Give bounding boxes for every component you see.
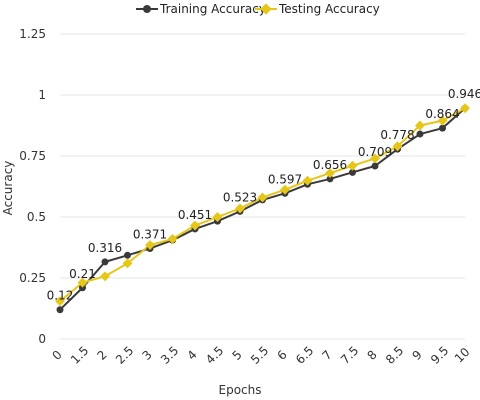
- testing-accuracy-point[interactable]: [167, 234, 178, 244]
- data-label: 0.597: [268, 172, 302, 186]
- data-label: 0.316: [88, 241, 122, 255]
- data-label: 0.12: [47, 289, 74, 303]
- training-accuracy-point[interactable]: [349, 168, 356, 176]
- legend-training-marker: [143, 5, 151, 13]
- testing-accuracy-point[interactable]: [100, 271, 110, 282]
- x-tick-label: 8: [365, 348, 380, 363]
- training-accuracy-point[interactable]: [416, 130, 424, 138]
- legend-item-training[interactable]: Training Accuracy: [136, 2, 266, 16]
- data-label: 0.709: [358, 145, 392, 159]
- data-label: 0.656: [313, 158, 347, 172]
- x-tick-label: 5.5: [248, 343, 271, 366]
- x-axis-ticks: 0 1.5 2 2.5 3 3.5 4 4.5 5 5.5 6 6.5 7 7.5 8 8.5 9 9.5 10: [50, 343, 473, 366]
- x-tick-label: 3.5: [158, 343, 181, 366]
- testing-accuracy-point[interactable]: [212, 212, 223, 222]
- x-tick-label: 3: [140, 348, 155, 363]
- series-layer: [55, 103, 470, 314]
- x-tick-label: 1.5: [68, 343, 91, 366]
- testing-accuracy-point[interactable]: [280, 184, 290, 195]
- data-label: 0.371: [133, 227, 167, 241]
- testing-accuracy-point[interactable]: [145, 240, 155, 251]
- testing-accuracy-point[interactable]: [235, 203, 245, 214]
- y-axis-title: Accuracy: [1, 161, 15, 216]
- x-tick-label: 9.5: [428, 343, 451, 366]
- y-tick-label: 1.25: [19, 27, 46, 41]
- testing-accuracy-point[interactable]: [302, 175, 313, 186]
- y-tick-label: 0: [38, 332, 46, 346]
- training-accuracy-point[interactable]: [326, 175, 334, 183]
- x-tick-label: 9: [410, 348, 425, 363]
- testing-accuracy-point[interactable]: [325, 168, 335, 179]
- x-tick-label: 2: [95, 348, 110, 363]
- x-tick-label: 4.5: [203, 343, 226, 366]
- data-labels-layer: 0.12 0.21 0.316 0.371 0.451 0.523 0.597 0.656 0.…: [47, 87, 480, 303]
- grid-layer: [60, 33, 465, 340]
- legend: Training Accuracy Testing Accuracy: [136, 2, 380, 16]
- data-label: 0.523: [223, 190, 257, 204]
- x-tick-label: 0: [50, 348, 65, 363]
- y-axis-ticks: 0 0.25 0.5 0.75 1 1.25: [19, 27, 46, 346]
- data-label: 0.778: [380, 128, 414, 142]
- x-tick-label: 6: [275, 348, 290, 363]
- x-tick-label: 7.5: [338, 343, 361, 366]
- legend-training-label: Training Accuracy: [159, 2, 266, 16]
- x-tick-label: 6.5: [293, 343, 316, 366]
- y-tick-label: 0.25: [19, 271, 46, 285]
- x-axis-title: Epochs: [219, 383, 262, 397]
- legend-testing-label: Testing Accuracy: [278, 2, 380, 16]
- y-tick-label: 1: [38, 88, 46, 102]
- y-tick-label: 0.75: [19, 149, 46, 163]
- training-accuracy-point[interactable]: [56, 306, 64, 314]
- x-tick-label: 4: [185, 348, 200, 363]
- training-accuracy-point[interactable]: [439, 124, 446, 132]
- x-tick-label: 5: [230, 348, 245, 363]
- data-label: 0.21: [69, 267, 96, 281]
- testing-accuracy-point[interactable]: [392, 141, 403, 152]
- testing-accuracy-point[interactable]: [370, 153, 380, 164]
- data-label: 0.451: [178, 208, 212, 222]
- x-tick-label: 2.5: [113, 343, 136, 366]
- training-accuracy-point[interactable]: [79, 284, 86, 292]
- x-tick-label: 7: [320, 348, 335, 363]
- data-label: 0.946: [448, 87, 480, 101]
- data-label: 0.864: [425, 107, 459, 121]
- testing-accuracy-point[interactable]: [190, 220, 200, 231]
- testing-accuracy-point[interactable]: [347, 160, 358, 171]
- legend-item-testing[interactable]: Testing Accuracy: [255, 2, 380, 16]
- testing-accuracy-point[interactable]: [257, 192, 268, 203]
- training-accuracy-point[interactable]: [101, 258, 109, 266]
- training-accuracy-point[interactable]: [371, 162, 379, 170]
- y-tick-label: 0.5: [27, 210, 46, 224]
- x-tick-label: 10: [452, 345, 473, 366]
- training-accuracy-point[interactable]: [124, 251, 131, 259]
- x-tick-label: 8.5: [383, 343, 406, 366]
